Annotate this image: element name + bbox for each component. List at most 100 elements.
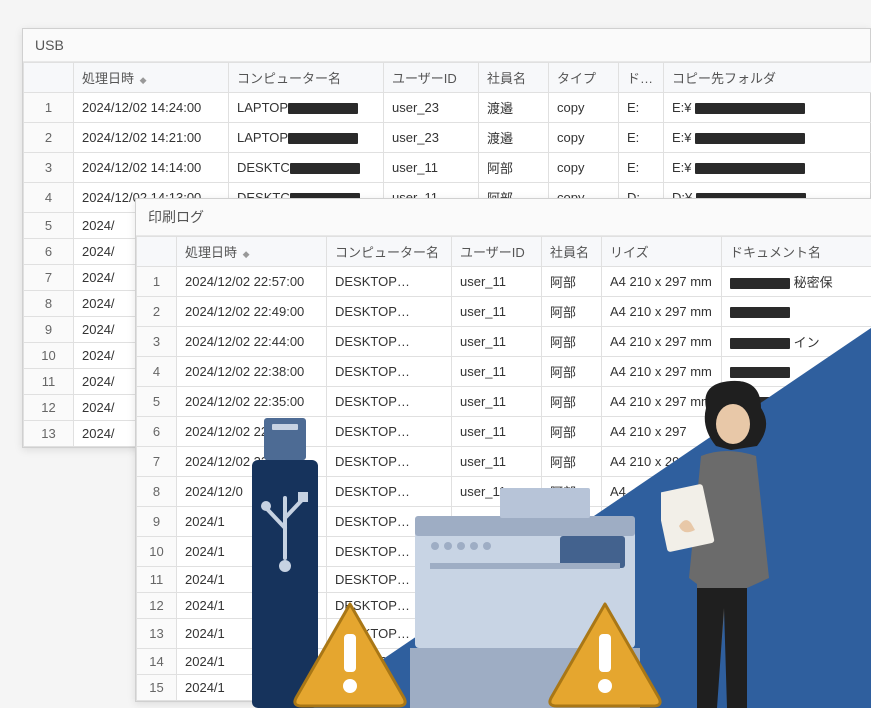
row-number: 6 (137, 417, 177, 447)
row-number: 11 (24, 369, 74, 395)
cell-userid: user_11 (452, 447, 542, 477)
col-rownum[interactable] (137, 237, 177, 267)
cell-datetime: 2024/12/02 14:24:00 (74, 93, 229, 123)
col-userid[interactable]: ユーザーID (384, 63, 479, 93)
col-computer[interactable]: コンピューター名 (327, 237, 452, 267)
table-row[interactable]: 32024/12/02 22:44:00DESKTOPuser_11阿部A4 2… (137, 327, 871, 357)
row-number: 1 (137, 267, 177, 297)
row-number: 8 (24, 291, 74, 317)
cell-computer: DESKTOP (327, 447, 452, 477)
cell-computer: LAPTOP (229, 123, 384, 153)
col-dest[interactable]: コピー先フォルダ (664, 63, 871, 93)
cell-dest: E:¥ (664, 123, 871, 153)
print-header-row: 処理日時 ◆ コンピューター名 ユーザーID 社員名 リイズ ドキュメント名 (137, 237, 871, 267)
cell-userid: user_11 (452, 327, 542, 357)
row-number: 4 (24, 183, 74, 213)
table-row[interactable]: 12024/12/02 22:57:00DESKTOPuser_11阿部A4 2… (137, 267, 871, 297)
row-number: 7 (24, 265, 74, 291)
cell-computer: DESKTC (229, 153, 384, 183)
cell-datetime: 2024/12/02 22:35:00 (177, 387, 327, 417)
print-window-title: 印刷ログ (136, 199, 871, 236)
cell-employee: 阿部 (542, 267, 602, 297)
row-number: 6 (24, 239, 74, 265)
row-number: 11 (137, 567, 177, 593)
cell-computer: DESKTOP (327, 387, 452, 417)
sort-icon: ◆ (243, 249, 250, 259)
row-number: 8 (137, 477, 177, 507)
cell-doc (722, 297, 871, 327)
cell-employee: 阿部 (542, 297, 602, 327)
col-userid[interactable]: ユーザーID (452, 237, 542, 267)
cell-drive: E: (619, 123, 664, 153)
cell-employee: 阿部 (479, 153, 549, 183)
cell-datetime: 2024/12/02 22:49:00 (177, 297, 327, 327)
cell-doc: 秘密保 (722, 267, 871, 297)
col-doc[interactable]: ドキュメント名 (722, 237, 871, 267)
row-number: 7 (137, 447, 177, 477)
cell-computer: DESKTOP (327, 297, 452, 327)
row-number: 4 (137, 357, 177, 387)
row-number: 5 (24, 213, 74, 239)
row-number: 2 (137, 297, 177, 327)
cell-drive: E: (619, 93, 664, 123)
cell-employee: 阿部 (542, 417, 602, 447)
sort-icon: ◆ (140, 75, 147, 85)
cell-computer: DESKTOP (327, 327, 452, 357)
table-row[interactable]: 22024/12/02 22:49:00DESKTOPuser_11阿部A4 2… (137, 297, 871, 327)
table-row[interactable]: 32024/12/02 14:14:00DESKTCuser_11阿部copyE… (24, 153, 871, 183)
cell-size: A4 210 x 297 mm (602, 327, 722, 357)
cell-userid: user_23 (384, 123, 479, 153)
col-datetime[interactable]: 処理日時 ◆ (177, 237, 327, 267)
row-number: 5 (137, 387, 177, 417)
cell-type: copy (549, 153, 619, 183)
cell-employee: 渡邉 (479, 93, 549, 123)
row-number: 10 (24, 343, 74, 369)
cell-size: A4 210 x 297 mm (602, 297, 722, 327)
cell-size: A4 210 x 297 mm (602, 267, 722, 297)
cell-userid: user_11 (452, 357, 542, 387)
cell-employee: 阿部 (542, 357, 602, 387)
cell-userid: user_11 (384, 153, 479, 183)
cell-userid: user_11 (452, 267, 542, 297)
cell-dest: E:¥ (664, 153, 871, 183)
cell-userid: user_23 (384, 93, 479, 123)
usb-window-title: USB (23, 29, 870, 62)
row-number: 3 (24, 153, 74, 183)
cell-userid: user_11 (452, 387, 542, 417)
row-number: 9 (24, 317, 74, 343)
col-rownum[interactable] (24, 63, 74, 93)
col-computer[interactable]: コンピューター名 (229, 63, 384, 93)
table-row[interactable]: 12024/12/02 14:24:00LAPTOPuser_23渡邉copyE… (24, 93, 871, 123)
col-employee[interactable]: 社員名 (479, 63, 549, 93)
row-number: 12 (24, 395, 74, 421)
col-drive[interactable]: ドライ (619, 63, 664, 93)
person-icon (661, 378, 791, 708)
cell-drive: E: (619, 153, 664, 183)
row-number: 13 (24, 421, 74, 447)
cell-employee: 渡邉 (479, 123, 549, 153)
col-datetime-label: 処理日時 (82, 71, 134, 86)
cell-userid: user_11 (452, 297, 542, 327)
col-datetime[interactable]: 処理日時 ◆ (74, 63, 229, 93)
cell-datetime: 2024/12/02 14:14:00 (74, 153, 229, 183)
row-number: 2 (24, 123, 74, 153)
row-number: 13 (137, 619, 177, 649)
cell-computer: DESKTOP (327, 357, 452, 387)
row-number: 9 (137, 507, 177, 537)
col-employee[interactable]: 社員名 (542, 237, 602, 267)
usb-header-row: 処理日時 ◆ コンピューター名 ユーザーID 社員名 タイプ ドライ コピー先フ… (24, 63, 871, 93)
col-type[interactable]: タイプ (549, 63, 619, 93)
cell-type: copy (549, 123, 619, 153)
cell-type: copy (549, 93, 619, 123)
row-number: 1 (24, 93, 74, 123)
cell-employee: 阿部 (542, 387, 602, 417)
cell-computer: DESKTOP (327, 267, 452, 297)
row-number: 12 (137, 593, 177, 619)
table-row[interactable]: 22024/12/02 14:21:00LAPTOPuser_23渡邉copyE… (24, 123, 871, 153)
cell-userid: user_11 (452, 417, 542, 447)
cell-computer: LAPTOP (229, 93, 384, 123)
row-number: 14 (137, 649, 177, 675)
col-size[interactable]: リイズ (602, 237, 722, 267)
row-number: 10 (137, 537, 177, 567)
cell-datetime: 2024/12/02 22:57:00 (177, 267, 327, 297)
